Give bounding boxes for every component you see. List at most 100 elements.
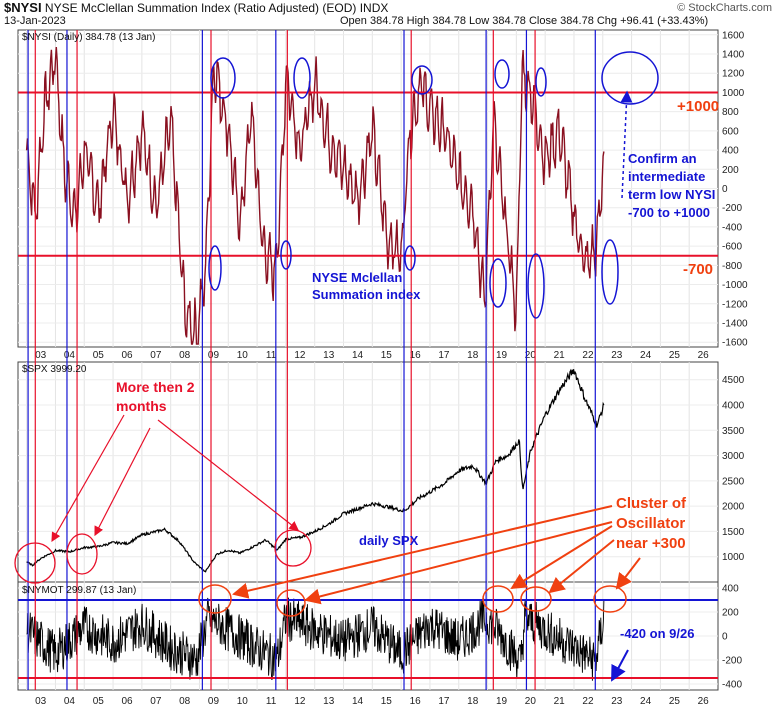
confirm-note-line: Confirm an bbox=[628, 151, 697, 166]
x-tick-label-bottom: 12 bbox=[294, 696, 306, 707]
nysi-y-tick-label: 800 bbox=[722, 107, 739, 118]
ohlc-readout: Open 384.78 High 384.78 Low 384.78 Close… bbox=[340, 15, 709, 27]
spx-y-tick-label: 1000 bbox=[722, 552, 745, 563]
x-tick-label-bottom: 06 bbox=[121, 696, 133, 707]
nysi-y-tick-label: 1000 bbox=[722, 88, 745, 99]
x-tick-label-bottom: 24 bbox=[640, 696, 652, 707]
x-tick-label-bottom: 11 bbox=[266, 696, 277, 707]
x-tick-label-top: 25 bbox=[669, 350, 681, 361]
x-tick-label-top: 03 bbox=[35, 350, 47, 361]
confirm-note-line: term low NYSI bbox=[628, 187, 715, 202]
x-tick-label-bottom: 25 bbox=[669, 696, 681, 707]
x-tick-label-bottom: 26 bbox=[698, 696, 710, 707]
nymot-y-tick-label: 400 bbox=[722, 584, 739, 595]
plus1000-label: +1000 bbox=[677, 98, 719, 115]
annotation-ellipse-red bbox=[14, 542, 56, 584]
x-tick-label-top: 10 bbox=[237, 350, 249, 361]
nymot-y-tick-label: 0 bbox=[722, 632, 728, 643]
x-tick-label-top: 06 bbox=[121, 350, 133, 361]
spx-y-tick-label: 1500 bbox=[722, 527, 745, 538]
x-tick-label-top: 04 bbox=[64, 350, 76, 361]
x-tick-label-top: 22 bbox=[582, 350, 594, 361]
spx-panel-label: $SPX 3999.20 bbox=[22, 364, 87, 375]
x-tick-label-top: 24 bbox=[640, 350, 652, 361]
chart-exchange: INDX bbox=[359, 1, 389, 15]
confirm-note-line: -700 to +1000 bbox=[628, 205, 710, 220]
annotation-ellipse-blue bbox=[411, 65, 433, 95]
nymot-y-tick-label: 200 bbox=[722, 608, 739, 619]
x-tick-label-bottom: 17 bbox=[438, 696, 450, 707]
annotation-ellipse-blue bbox=[535, 67, 547, 97]
nysi-y-tick-label: 600 bbox=[722, 126, 739, 137]
nysi-y-tick-label: 1600 bbox=[722, 30, 745, 41]
daily-spx-label: daily SPX bbox=[359, 533, 419, 548]
x-tick-label-bottom: 19 bbox=[496, 696, 508, 707]
x-tick-label-top: 13 bbox=[323, 350, 335, 361]
nymot-panel-label: $NYMOT 299.87 (13 Jan) bbox=[22, 585, 136, 596]
annotation-ellipse-blue bbox=[208, 245, 222, 291]
nysi-y-tick-label: 400 bbox=[722, 146, 739, 157]
x-tick-label-top: 20 bbox=[525, 350, 537, 361]
x-tick-label-top: 15 bbox=[381, 350, 393, 361]
minus420-label: -420 on 9/26 bbox=[620, 626, 694, 641]
x-tick-label-bottom: 13 bbox=[323, 696, 335, 707]
annotation-ellipse-red bbox=[66, 533, 98, 575]
chart-title: $NYSI NYSE McClellan Summation Index (Ra… bbox=[4, 0, 388, 15]
annotation-ellipse-blue bbox=[210, 57, 236, 99]
cluster-arrow bbox=[510, 525, 613, 590]
x-tick-label-bottom: 16 bbox=[410, 696, 422, 707]
nysi-y-tick-label: -800 bbox=[722, 261, 742, 272]
spx-y-tick-label: 2000 bbox=[722, 502, 745, 513]
nysi-y-tick-label: 1400 bbox=[722, 50, 745, 61]
annotation-ellipse-blue bbox=[601, 51, 659, 105]
x-tick-label-bottom: 21 bbox=[554, 696, 566, 707]
cluster-arrow bbox=[615, 557, 641, 590]
nysi-y-tick-label: -600 bbox=[722, 242, 742, 253]
x-tick-label-top: 16 bbox=[410, 350, 422, 361]
x-tick-label-bottom: 03 bbox=[35, 696, 47, 707]
nysi-y-tick-label: -1400 bbox=[722, 318, 748, 329]
nysi-y-tick-label: -400 bbox=[722, 222, 742, 233]
nysi-y-tick-label: 1200 bbox=[722, 69, 745, 80]
nysi-y-tick-label: 200 bbox=[722, 165, 739, 176]
nysi-y-tick-label: -1000 bbox=[722, 280, 748, 291]
x-tick-label-bottom: 20 bbox=[525, 696, 537, 707]
months-note-line: months bbox=[116, 398, 167, 414]
months-arrow bbox=[94, 427, 151, 537]
spx-y-tick-label: 2500 bbox=[722, 476, 745, 487]
spx-panel-frame bbox=[17, 361, 719, 583]
stockcharts-credit: © StockCharts.com bbox=[677, 2, 772, 14]
x-tick-label-top: 09 bbox=[208, 350, 220, 361]
nysi-y-tick-label: -200 bbox=[722, 203, 742, 214]
annotation-ellipse-blue bbox=[489, 258, 507, 308]
spx-y-tick-label: 4500 bbox=[722, 375, 745, 386]
annotation-ellipse-orange bbox=[520, 586, 552, 612]
x-tick-label-top: 05 bbox=[93, 350, 105, 361]
annotation-ellipse-blue bbox=[527, 253, 545, 319]
chart-title-text: NYSE McClellan Summation Index (Ratio Ad… bbox=[44, 1, 357, 15]
nysi-y-tick-label: 0 bbox=[722, 184, 728, 195]
x-tick-label-bottom: 04 bbox=[64, 696, 76, 707]
cluster-arrow bbox=[304, 521, 613, 605]
spx-y-tick-label: 4000 bbox=[722, 400, 745, 411]
x-tick-label-top: 21 bbox=[554, 350, 566, 361]
cluster-arrow bbox=[232, 505, 613, 599]
annotation-ellipse-blue bbox=[293, 57, 311, 99]
x-tick-label-bottom: 23 bbox=[611, 696, 623, 707]
cluster-arrow bbox=[548, 539, 615, 594]
x-tick-label-top: 08 bbox=[179, 350, 191, 361]
x-tick-label-top: 17 bbox=[438, 350, 450, 361]
x-tick-label-top: 11 bbox=[266, 350, 277, 361]
nysi-panel-label: $NYSI (Daily) 384.78 (13 Jan) bbox=[22, 32, 155, 43]
cluster-note-line: Cluster of bbox=[616, 495, 687, 512]
nysi-y-tick-label: -1600 bbox=[722, 338, 748, 349]
annotation-ellipse-orange bbox=[593, 585, 627, 613]
spx-y-tick-label: 3000 bbox=[722, 451, 745, 462]
x-tick-label-top: 07 bbox=[150, 350, 162, 361]
x-tick-label-top: 14 bbox=[352, 350, 364, 361]
chart-date: 13-Jan-2023 bbox=[4, 15, 66, 27]
x-tick-label-top: 18 bbox=[467, 350, 479, 361]
months-arrow bbox=[157, 419, 299, 531]
annotation-ellipse-blue bbox=[280, 240, 292, 270]
